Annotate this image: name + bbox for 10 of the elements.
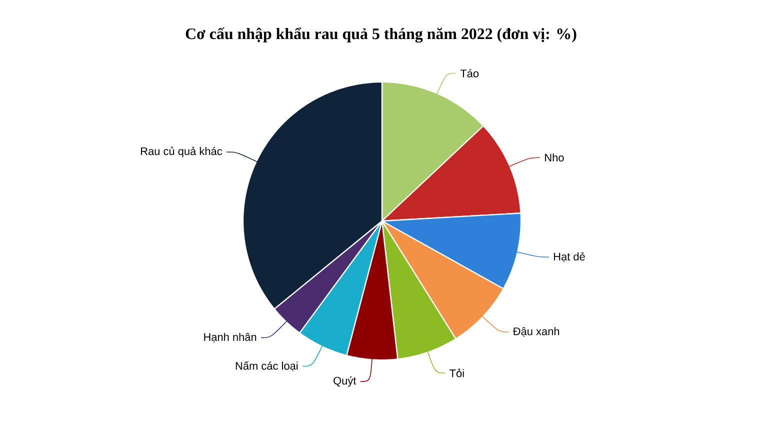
slice-label: Đậu xanh <box>512 327 560 337</box>
slice-label: Táo <box>460 69 479 78</box>
slice-label: Hạnh nhân <box>204 332 256 342</box>
slice-label: Tỏi <box>450 368 464 378</box>
slice-label: Hạt dẻ <box>554 252 585 262</box>
slice-label: Rau củ quả khác <box>141 146 222 158</box>
slice-label: Quýt <box>334 376 356 387</box>
chart-title: Cơ cấu nhập khẩu rau quả 5 tháng năm 2022 (đơn vị: %) <box>186 27 576 43</box>
slice-label: Nấm các loại <box>236 361 298 372</box>
slice-label: Nho <box>545 154 564 162</box>
